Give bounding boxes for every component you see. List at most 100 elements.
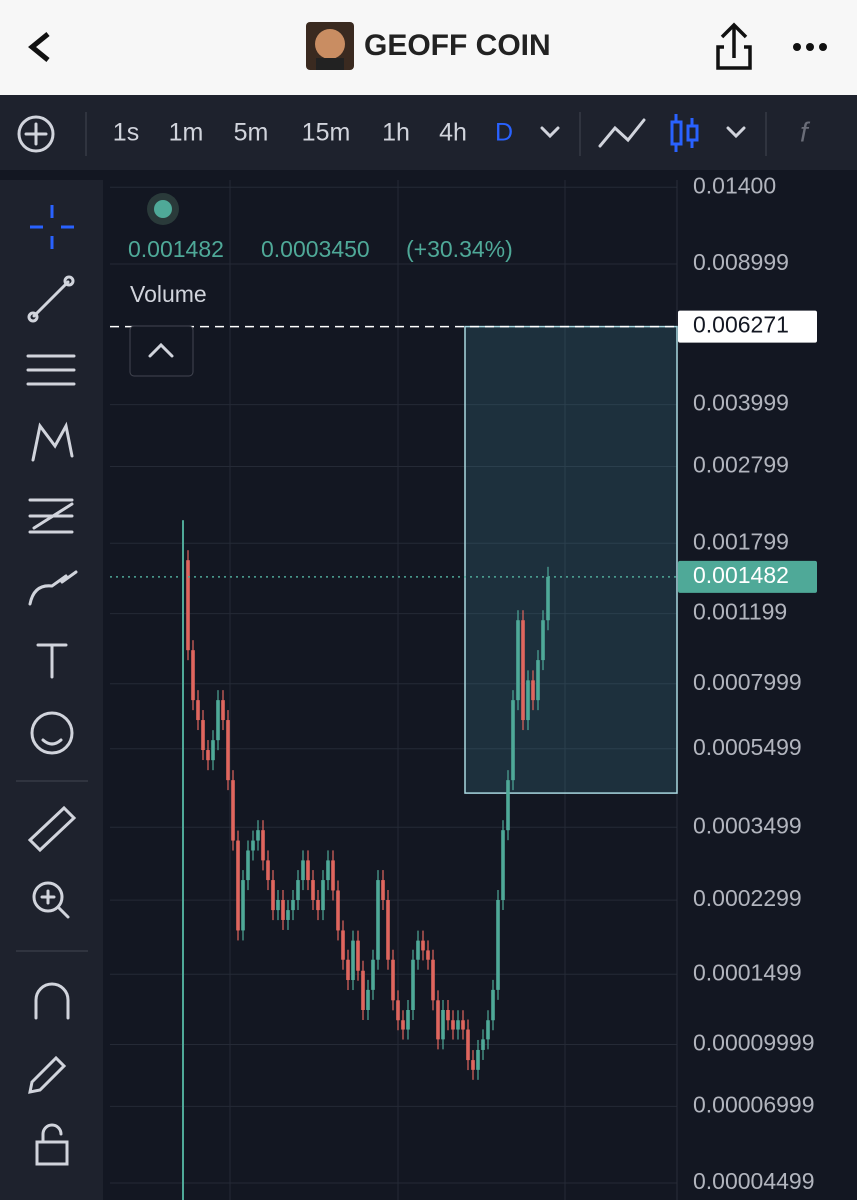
last-price-badge: [678, 560, 817, 593]
toolbar: [0, 95, 857, 170]
candle-body: [501, 830, 505, 901]
candle-body: [326, 860, 330, 881]
range-top-label: 0.006271: [693, 312, 789, 338]
add-button[interactable]: [17, 115, 55, 153]
candle-chart-button[interactable]: [670, 114, 699, 152]
lock-tool[interactable]: [35, 1123, 69, 1166]
candle-body: [436, 1000, 440, 1040]
candle-body: [366, 989, 370, 1010]
candle-body: [276, 900, 280, 911]
fib-tool[interactable]: [28, 498, 74, 534]
candle-body: [336, 890, 340, 931]
lock-drawings-tool[interactable]: [28, 1055, 67, 1094]
legend-change-pct: (+30.34%): [406, 236, 513, 262]
candle-body: [466, 1029, 470, 1061]
candle-body: [226, 720, 230, 781]
candle-body: [386, 900, 390, 960]
candle-body: [376, 880, 380, 960]
candle-body: [351, 940, 355, 981]
share-button[interactable]: [716, 22, 752, 70]
candle-body: [541, 620, 545, 661]
candle-body: [496, 900, 500, 990]
y-tick-label: 0.0003499: [693, 812, 802, 838]
candle-body: [491, 989, 495, 1021]
zoom-tool[interactable]: [32, 881, 70, 919]
brush-tool[interactable]: [28, 570, 78, 606]
y-tick-label: 0.0005499: [693, 734, 802, 760]
interval-button[interactable]: 1m: [169, 119, 204, 147]
candle-body: [371, 959, 375, 990]
status-dot: [154, 200, 172, 218]
candle-body: [401, 1020, 405, 1030]
y-tick-label: 0.002799: [693, 452, 789, 478]
pattern-tool[interactable]: [31, 421, 74, 462]
candle-body: [346, 959, 350, 981]
candle-body: [391, 959, 395, 1001]
y-tick-label: 0.00004499: [693, 1168, 815, 1194]
candle-body: [211, 740, 215, 761]
candle: [182, 520, 184, 1200]
candle-body: [521, 620, 525, 721]
candle-body: [206, 750, 210, 761]
candle-body: [546, 576, 550, 621]
candle-body: [236, 840, 240, 931]
y-tick-label: 0.0002299: [693, 885, 802, 911]
back-button[interactable]: [28, 32, 50, 62]
more-button[interactable]: [793, 43, 827, 51]
candle-body: [506, 780, 510, 831]
measure-tool[interactable]: [27, 805, 77, 853]
candle-body: [511, 700, 515, 781]
crosshair-tool[interactable]: [30, 205, 74, 249]
y-tick-label: 0.008999: [693, 249, 789, 275]
candle-body: [261, 830, 265, 861]
interval-list: 1s 1m 5m 15m 1h 4h D: [113, 119, 513, 147]
trendline-tool[interactable]: [27, 275, 75, 323]
y-tick-label: 0.00006999: [693, 1091, 815, 1117]
y-tick-label: 0.0007999: [693, 669, 802, 695]
interval-dropdown[interactable]: [540, 126, 560, 139]
candle-body: [471, 1060, 475, 1070]
candle-body: [296, 880, 300, 901]
interval-button[interactable]: 1h: [382, 119, 410, 147]
interval-button[interactable]: D: [495, 119, 513, 147]
candle-body: [291, 900, 295, 911]
emoji-tool[interactable]: [30, 711, 74, 755]
candle-body: [331, 860, 335, 891]
interval-button[interactable]: 5m: [234, 119, 269, 147]
magnet-tool[interactable]: [34, 982, 70, 1020]
candle-body: [446, 1009, 450, 1021]
avatar: [306, 22, 354, 70]
candle-body: [356, 940, 360, 971]
candle-body: [441, 1009, 445, 1040]
candle-body: [531, 680, 535, 701]
y-tick-label: 0.00009999: [693, 1030, 815, 1056]
y-tick-label: 0.001199: [693, 599, 787, 625]
candle-body: [381, 880, 385, 901]
candle-body: [271, 880, 275, 911]
line-chart-button[interactable]: [598, 118, 646, 148]
candle-body: [251, 840, 255, 851]
candle-body: [246, 850, 250, 881]
interval-button[interactable]: 1s: [113, 119, 139, 147]
y-tick-label: 0.0001499: [693, 959, 802, 985]
y-tick-label: 0.001799: [693, 528, 789, 554]
y-tick-label: 0.01400: [693, 172, 776, 198]
candle-body: [486, 1020, 490, 1040]
candle-body: [256, 830, 260, 841]
candle-body: [286, 910, 290, 920]
collapse-button[interactable]: [129, 325, 194, 377]
candle-body: [321, 880, 325, 911]
lines-tool[interactable]: [26, 354, 76, 386]
indicators-button[interactable]: f: [800, 116, 811, 147]
chart-type-dropdown[interactable]: [726, 126, 746, 139]
candle-body: [201, 720, 205, 751]
text-tool[interactable]: [36, 643, 68, 679]
candle-body: [516, 620, 520, 701]
nav-bar: [0, 0, 857, 95]
interval-button[interactable]: 15m: [302, 119, 351, 147]
candle-body: [316, 900, 320, 911]
interval-button[interactable]: 4h: [439, 119, 467, 147]
candle-body: [421, 940, 425, 951]
candle-body: [431, 959, 435, 1001]
